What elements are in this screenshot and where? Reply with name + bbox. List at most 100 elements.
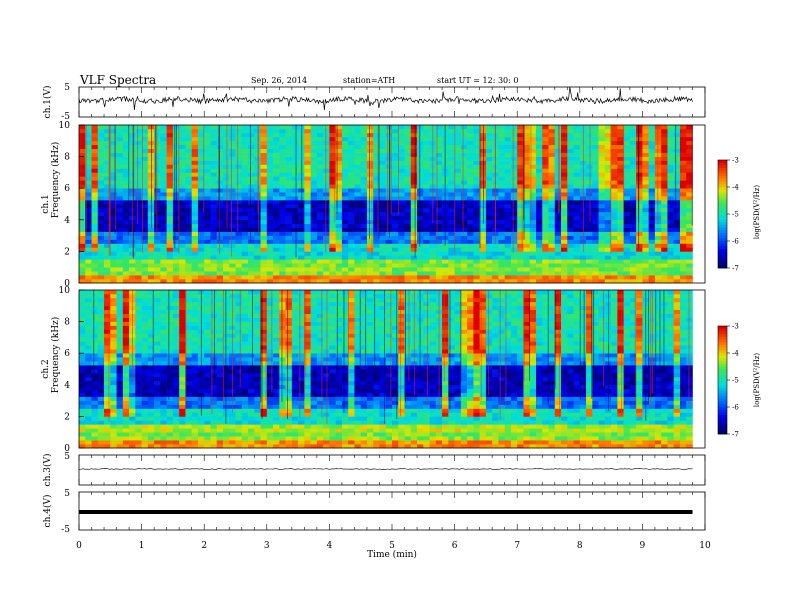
spectrogram-cell bbox=[485, 227, 493, 232]
spectrogram-cell bbox=[304, 428, 311, 433]
spectrogram-cell bbox=[110, 125, 117, 130]
spectrogram-cell bbox=[510, 428, 518, 433]
spectrogram-cell bbox=[210, 132, 218, 138]
spectrogram-cell bbox=[598, 156, 606, 161]
spectrogram-cell bbox=[291, 132, 299, 138]
spectrogram-cell bbox=[135, 180, 142, 185]
spectrogram-cell bbox=[654, 432, 662, 437]
spectrogram-cell bbox=[467, 267, 474, 272]
spectrogram-cell bbox=[366, 279, 374, 284]
spectrogram-cell bbox=[460, 259, 468, 264]
spectrogram-cell bbox=[316, 140, 324, 146]
spectrogram-cell bbox=[517, 231, 524, 236]
spectrogram-cell bbox=[442, 436, 449, 441]
spectrogram-cell bbox=[623, 148, 631, 153]
spectrogram-cell bbox=[629, 144, 637, 149]
spectrogram-cell bbox=[241, 255, 249, 260]
spectrogram-cell bbox=[210, 444, 218, 449]
spectrogram-cell bbox=[310, 440, 318, 445]
spectrogram-cell bbox=[623, 235, 631, 240]
spectrogram-cell bbox=[548, 148, 556, 153]
spectrogram-cell bbox=[141, 200, 149, 205]
spectrogram-cell bbox=[348, 231, 355, 236]
spectrogram-cell bbox=[329, 136, 336, 142]
spectrogram-cell bbox=[392, 235, 399, 240]
spectrogram-cell bbox=[611, 432, 618, 437]
spectrogram-cell bbox=[529, 227, 537, 232]
spectrogram-cell bbox=[329, 128, 336, 134]
spectrogram-cell bbox=[197, 176, 205, 181]
spectrogram-cell bbox=[266, 176, 274, 181]
spectrogram-cell bbox=[122, 152, 130, 157]
spectrogram-cell bbox=[542, 259, 549, 264]
spectrogram-cell bbox=[398, 196, 405, 201]
spectrogram-cell bbox=[135, 152, 142, 157]
spectrogram-cell bbox=[611, 255, 618, 260]
spectrogram-cell bbox=[85, 152, 92, 157]
spectrogram-cell bbox=[360, 444, 368, 449]
spectrogram-cell bbox=[636, 136, 643, 142]
spectrogram-cell bbox=[454, 432, 462, 437]
spectrogram-cell bbox=[141, 136, 149, 142]
spectrogram-cell bbox=[348, 152, 355, 157]
spectrogram-cell bbox=[554, 215, 562, 221]
spectrogram-cell bbox=[229, 247, 236, 252]
spectrogram-cell bbox=[604, 188, 612, 193]
spectrogram-cell bbox=[686, 279, 693, 284]
spectrogram-cell bbox=[423, 416, 430, 421]
spectrogram-cell bbox=[354, 271, 361, 276]
spectrogram-cell bbox=[298, 243, 305, 248]
spectrogram-cell bbox=[316, 259, 324, 264]
spectrogram-cell bbox=[586, 424, 593, 429]
spectrogram-cell bbox=[229, 188, 236, 193]
spectrogram-cell bbox=[554, 184, 562, 189]
spectrogram-cell bbox=[454, 180, 462, 185]
spectrogram-cell bbox=[492, 416, 499, 421]
spectrogram-cell bbox=[448, 255, 455, 260]
spectrogram-cell bbox=[379, 156, 387, 161]
spectrogram-cell bbox=[185, 227, 192, 232]
spectrogram-cell bbox=[636, 219, 643, 225]
spectrogram-cell bbox=[423, 164, 430, 169]
spectrogram-cell bbox=[648, 428, 656, 433]
spectrogram-cell bbox=[379, 436, 387, 441]
spectrogram-cell bbox=[485, 279, 493, 284]
spectrogram-cell bbox=[279, 440, 286, 445]
spectrogram-cell bbox=[191, 125, 199, 130]
spectrogram-cell bbox=[141, 227, 149, 232]
spectrogram-cell bbox=[191, 420, 199, 425]
spectrogram-cell bbox=[366, 432, 374, 437]
spectrogram-cell bbox=[291, 416, 299, 421]
spectrogram-cell bbox=[122, 192, 130, 197]
spectrogram-cell bbox=[110, 227, 117, 232]
spectrogram-cell bbox=[360, 156, 368, 161]
spectrogram-cell bbox=[191, 436, 199, 441]
spectrogram-cell bbox=[404, 251, 412, 256]
spectrogram-cell bbox=[623, 188, 631, 193]
spectrogram-cell bbox=[279, 204, 286, 209]
spectrogram-cell bbox=[623, 444, 631, 449]
spectrogram-cell bbox=[204, 180, 211, 185]
spectrogram-cell bbox=[185, 279, 192, 284]
spectrogram-cell bbox=[291, 440, 299, 445]
spectrogram-cell bbox=[216, 412, 224, 417]
spectrogram-cell bbox=[248, 160, 255, 165]
spectrogram-cell bbox=[567, 259, 574, 264]
spectrogram-cell bbox=[579, 436, 587, 441]
spectrogram-cell bbox=[204, 207, 211, 213]
spectrogram-cell bbox=[85, 440, 92, 445]
spectrogram-cell bbox=[316, 207, 324, 213]
spectrogram-cell bbox=[266, 211, 274, 217]
spectrogram-cell bbox=[617, 255, 624, 260]
spectrogram-cell bbox=[592, 440, 599, 445]
spectrogram-cell bbox=[561, 132, 568, 138]
spectrogram-cell bbox=[229, 140, 236, 146]
spectrogram-cell bbox=[479, 160, 487, 165]
spectrogram-cell bbox=[392, 227, 399, 232]
spectrogram-cell bbox=[329, 231, 336, 236]
spectrogram-cell bbox=[97, 227, 105, 232]
spectrogram-cell bbox=[410, 239, 418, 244]
spectrogram-cell bbox=[636, 140, 643, 146]
spectrogram-streak bbox=[334, 125, 336, 223]
spectrogram-cell bbox=[460, 247, 468, 252]
